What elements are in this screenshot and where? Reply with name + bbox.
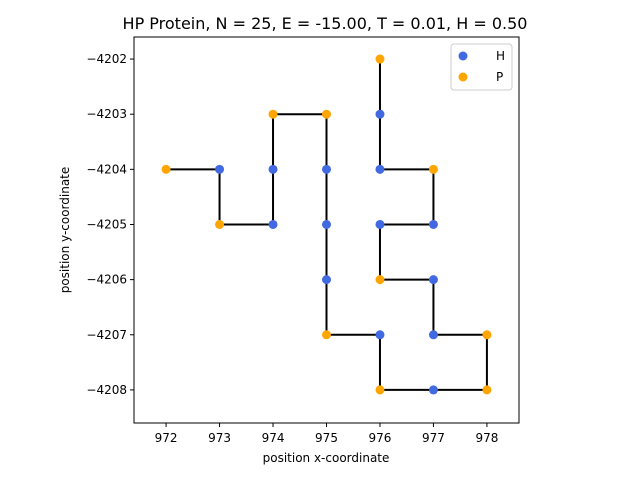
residue-point-h	[375, 219, 385, 229]
x-axis: 972 973 974 975 976 977 978	[155, 423, 498, 445]
plot-area	[161, 54, 492, 395]
residue-point-p	[375, 275, 385, 285]
x-tick-label: 975	[315, 431, 338, 445]
y-axis: −4202 −4203 −4204 −4205 −4206 −4207 −4208	[86, 52, 134, 397]
residue-point-h	[428, 275, 438, 285]
legend-label-h: H	[496, 49, 505, 63]
x-tick-label: 973	[208, 431, 231, 445]
y-tick-label: −4203	[86, 107, 127, 121]
residue-point-p	[322, 109, 331, 119]
residue-point-h	[428, 330, 438, 340]
residue-point-h	[375, 109, 385, 119]
residue-point-h	[428, 385, 438, 395]
residue-point-p	[215, 219, 225, 229]
residue-point-h	[375, 164, 385, 174]
residue-point-p	[322, 330, 331, 340]
residue-point-h	[215, 164, 225, 174]
x-tick-label: 978	[475, 431, 498, 445]
legend-marker-p	[458, 72, 468, 82]
residue-point-p	[482, 385, 492, 395]
legend-label-p: P	[496, 70, 503, 84]
residue-point-p	[482, 330, 492, 340]
x-tick-label: 976	[369, 431, 392, 445]
y-tick-label: −4205	[86, 217, 127, 231]
residue-point-h	[428, 219, 438, 229]
x-tick-label: 974	[262, 431, 285, 445]
residue-point-p	[375, 385, 385, 395]
residue-point-p	[375, 54, 385, 64]
residue-point-p	[161, 164, 171, 174]
residue-point-h	[322, 275, 331, 285]
chart-title: HP Protein, N = 25, E = -15.00, T = 0.01…	[123, 14, 528, 33]
y-axis-label: position y-coordinate	[58, 167, 72, 294]
legend-marker-h	[458, 51, 468, 61]
residue-point-p	[428, 164, 438, 174]
y-tick-label: −4202	[86, 52, 127, 66]
residue-point-h	[268, 164, 278, 174]
x-tick-label: 972	[155, 431, 178, 445]
y-tick-label: −4207	[86, 328, 127, 342]
y-tick-label: −4208	[86, 383, 127, 397]
x-tick-label: 977	[422, 431, 445, 445]
x-axis-label: position x-coordinate	[263, 451, 390, 465]
y-tick-label: −4206	[86, 273, 127, 287]
residue-point-h	[268, 219, 278, 229]
y-tick-label: −4204	[86, 162, 127, 176]
residue-point-h	[375, 330, 385, 340]
legend: HP	[450, 43, 513, 91]
residue-point-p	[268, 109, 278, 119]
residue-point-h	[322, 219, 331, 229]
residue-point-h	[322, 164, 331, 174]
